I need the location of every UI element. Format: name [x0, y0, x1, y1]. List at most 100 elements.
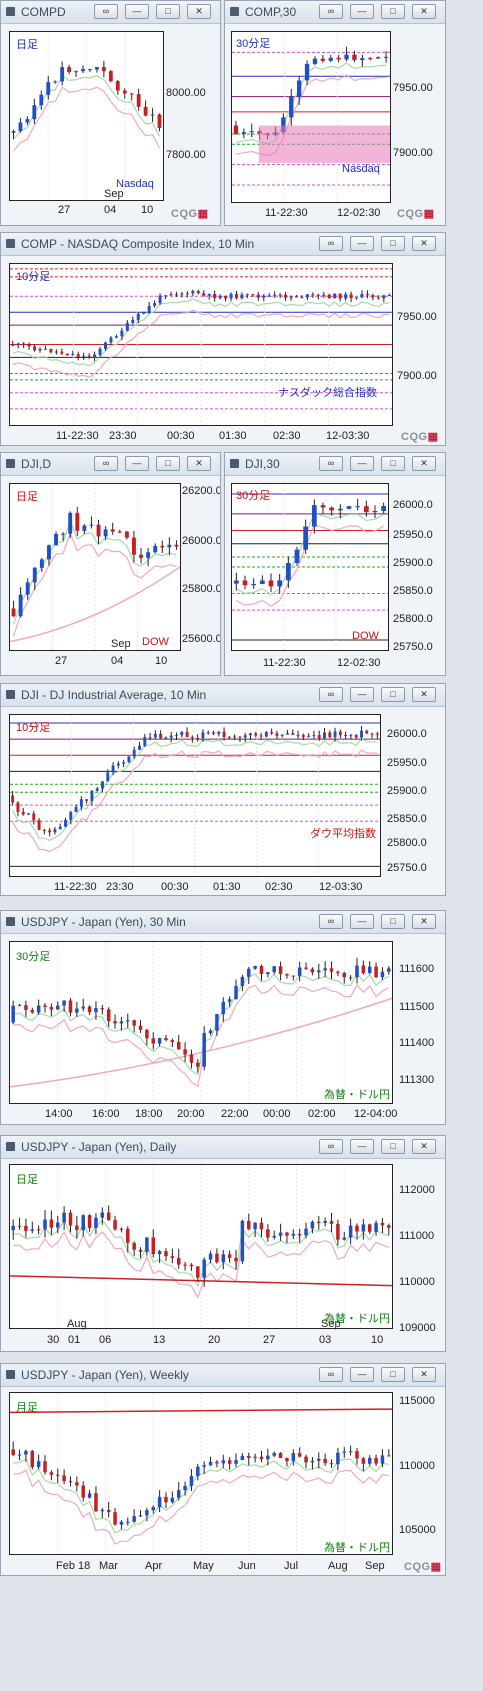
candle-body [16, 343, 20, 346]
link-icon[interactable]: ∞ [319, 914, 343, 929]
maximize-button[interactable]: □ [156, 456, 180, 471]
minimize-button[interactable]: — [125, 456, 149, 471]
link-icon[interactable]: ∞ [319, 4, 343, 19]
candle-body [60, 67, 65, 82]
y-tick: 7800.00 [166, 149, 206, 161]
candle-body [82, 525, 87, 531]
candle-body [328, 57, 333, 61]
y-tick: 26000.0 [182, 535, 221, 547]
close-button[interactable]: ✕ [412, 236, 436, 251]
period-label: 日足 [16, 491, 38, 503]
close-button[interactable]: ✕ [412, 1139, 436, 1154]
chart-plot-area[interactable]: 30分足 為替・ドル円 [9, 941, 393, 1104]
candle-body [167, 544, 172, 548]
candlestick-chart [10, 1165, 392, 1328]
maximize-button[interactable]: □ [156, 4, 180, 19]
candle-body [376, 297, 380, 299]
moving-average-line [13, 1219, 390, 1288]
titlebar[interactable]: DJI - DJ Industrial Average, 10 Min ∞ — … [1, 684, 445, 707]
maximize-button[interactable]: □ [381, 456, 405, 471]
candle-body [253, 1222, 257, 1230]
close-button[interactable]: ✕ [412, 456, 436, 471]
maximize-button[interactable]: □ [381, 1367, 405, 1382]
candle-body [164, 1496, 168, 1503]
candle-body [129, 93, 134, 95]
candle-body [304, 967, 308, 969]
window-icon [6, 917, 15, 926]
candle-body [221, 1460, 226, 1464]
candle-body [259, 580, 265, 584]
close-button[interactable]: ✕ [412, 1367, 436, 1382]
maximize-button[interactable]: □ [381, 236, 405, 251]
candle-body [333, 731, 337, 738]
close-button[interactable]: ✕ [187, 4, 211, 19]
titlebar[interactable]: USDJPY - Japan (Yen), Daily ∞ — □ ✕ [1, 1136, 445, 1159]
window-icon [6, 7, 15, 16]
link-icon[interactable]: ∞ [319, 1139, 343, 1154]
close-button[interactable]: ✕ [412, 914, 436, 929]
chart-plot-area[interactable]: 月足 為替・ドル円 [9, 1392, 393, 1555]
minimize-button[interactable]: — [350, 236, 374, 251]
titlebar[interactable]: COMPD ∞ — □ ✕ [1, 1, 220, 24]
y-tick: 25800.0 [393, 613, 433, 625]
candle-body [17, 1225, 22, 1227]
candle-body [153, 303, 157, 306]
candle-body [139, 554, 143, 558]
maximize-button[interactable]: □ [381, 4, 405, 19]
maximize-button[interactable]: □ [381, 914, 405, 929]
titlebar[interactable]: COMP,30 ∞ — □ ✕ [225, 1, 445, 24]
minimize-button[interactable]: — [350, 4, 374, 19]
x-tick: Mar [99, 1560, 118, 1572]
period-label: 30分足 [236, 490, 271, 502]
titlebar[interactable]: USDJPY - Japan (Yen), Weekly ∞ — □ ✕ [1, 1364, 445, 1387]
titlebar[interactable]: COMP - NASDAQ Composite Index, 10 Min ∞ … [1, 233, 445, 256]
candle-body [94, 1493, 98, 1512]
close-button[interactable]: ✕ [187, 456, 211, 471]
y-tick: 25750.0 [387, 862, 427, 874]
chart-plot-area[interactable]: 30分足 Nasdaq [231, 31, 391, 203]
candle-body [160, 545, 165, 548]
window-title: COMPD [21, 5, 66, 19]
window-icon [6, 690, 15, 699]
close-button[interactable]: ✕ [412, 687, 436, 702]
window-title: COMP - NASDAQ Composite Index, 10 Min [21, 237, 255, 251]
candle-body [32, 567, 37, 583]
month-label: Sep [104, 188, 124, 200]
maximize-button[interactable]: □ [381, 1139, 405, 1154]
link-icon[interactable]: ∞ [94, 4, 118, 19]
link-icon[interactable]: ∞ [94, 456, 118, 471]
candle-body [27, 813, 30, 815]
candle-body [127, 756, 131, 763]
candle-body [249, 733, 252, 736]
link-icon[interactable]: ∞ [319, 687, 343, 702]
link-icon[interactable]: ∞ [319, 236, 343, 251]
chart-plot-area[interactable]: 日足 DOW [9, 483, 181, 651]
link-icon[interactable]: ∞ [319, 1367, 343, 1382]
maximize-button[interactable]: □ [381, 687, 405, 702]
candle-body [365, 294, 369, 296]
minimize-button[interactable]: — [350, 1367, 374, 1382]
candle-body [355, 1225, 359, 1232]
minimize-button[interactable]: — [350, 687, 374, 702]
minimize-button[interactable]: — [350, 456, 374, 471]
cqg-logo: CQG▦ [397, 208, 435, 220]
link-icon[interactable]: ∞ [319, 456, 343, 471]
candle-body [311, 505, 317, 527]
chart-plot-area[interactable]: 10分足 ナスダック総合指数 [9, 263, 393, 426]
minimize-button[interactable]: — [125, 4, 149, 19]
chart-plot-area[interactable]: 10分足 ダウ平均指数 [9, 714, 381, 877]
chart-plot-area[interactable]: 日足 為替・ドル円 [9, 1164, 393, 1329]
candle-body [132, 1516, 136, 1522]
titlebar[interactable]: USDJPY - Japan (Yen), 30 Min ∞ — □ ✕ [1, 911, 445, 934]
candle-body [143, 106, 148, 116]
candle-body [175, 735, 178, 737]
titlebar[interactable]: DJI,D ∞ — □ ✕ [1, 453, 220, 476]
candle-body [285, 562, 291, 581]
chart-plot-area[interactable]: 30分足 DOW [231, 483, 389, 651]
titlebar[interactable]: DJI,30 ∞ — □ ✕ [225, 453, 445, 476]
close-button[interactable]: ✕ [412, 4, 436, 19]
chart-plot-area[interactable]: 日足 Nasdaq [9, 31, 164, 201]
minimize-button[interactable]: — [350, 1139, 374, 1154]
minimize-button[interactable]: — [350, 914, 374, 929]
candle-body [363, 506, 369, 513]
